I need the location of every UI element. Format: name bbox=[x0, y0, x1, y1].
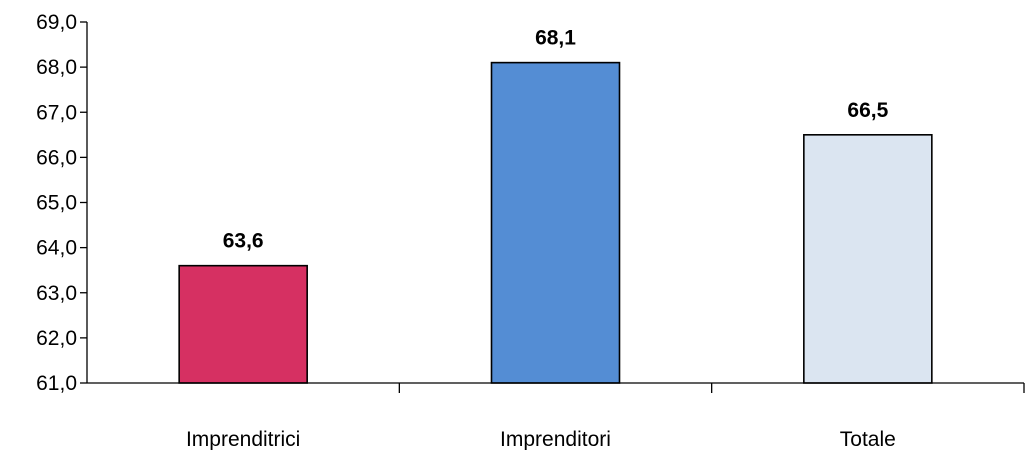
y-tick-label: 67,0 bbox=[36, 101, 77, 124]
bar-imprenditori bbox=[490, 61, 621, 384]
data-label-imprenditrici: 63,6 bbox=[223, 230, 264, 253]
x-axis-ticks bbox=[398, 383, 1025, 393]
y-tick-label: 66,0 bbox=[36, 146, 77, 169]
category-labels: Imprenditrici Imprenditori Totale bbox=[186, 428, 896, 450]
bar-imprenditrici bbox=[178, 264, 308, 384]
y-tick-label: 64,0 bbox=[36, 237, 77, 260]
category-label-imprenditrici: Imprenditrici bbox=[186, 428, 300, 450]
bar-totale bbox=[803, 134, 933, 384]
data-labels: 63,6 68,1 66,5 bbox=[223, 27, 889, 253]
category-label-totale: Totale bbox=[840, 428, 896, 450]
data-label-totale: 66,5 bbox=[847, 99, 888, 122]
y-tick-label: 68,0 bbox=[36, 56, 77, 79]
bars bbox=[178, 61, 933, 384]
category-label-imprenditori: Imprenditori bbox=[500, 428, 611, 450]
y-tick-label: 61,0 bbox=[36, 372, 77, 395]
y-axis-ticks: 61,0 62,0 63,0 64,0 65,0 66,0 67,0 68,0 69,0 bbox=[36, 11, 87, 395]
y-tick-label: 69,0 bbox=[36, 11, 77, 34]
y-tick-label: 63,0 bbox=[36, 282, 77, 305]
y-tick-label: 62,0 bbox=[36, 327, 77, 350]
y-tick-label: 65,0 bbox=[36, 192, 77, 215]
data-label-imprenditori: 68,1 bbox=[535, 27, 576, 50]
